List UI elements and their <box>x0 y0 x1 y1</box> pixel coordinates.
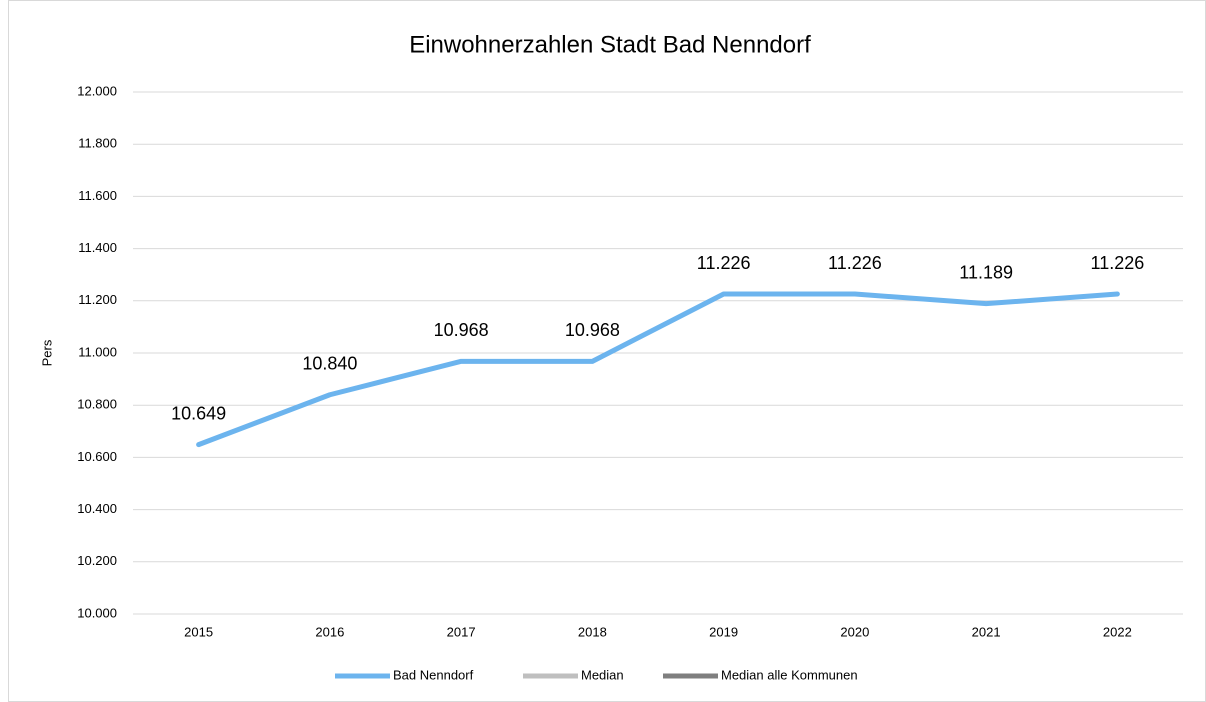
x-tick-label: 2021 <box>972 624 1001 639</box>
x-tick-label: 2015 <box>184 624 213 639</box>
x-tick-label: 2019 <box>709 624 738 639</box>
legend-label: Median alle Kommunen <box>721 667 858 682</box>
data-label: 11.226 <box>697 253 751 273</box>
chart-title: Einwohnerzahlen Stadt Bad Nenndorf <box>409 31 811 58</box>
data-label: 10.649 <box>171 403 226 423</box>
y-tick-label: 10.200 <box>77 553 117 568</box>
x-tick-label: 2020 <box>840 624 869 639</box>
data-label: 11.226 <box>1091 253 1145 273</box>
x-tick-label: 2022 <box>1103 624 1132 639</box>
y-axis-label: Pers <box>39 339 54 366</box>
legend-label: Bad Nenndorf <box>393 667 474 682</box>
y-tick-label: 10.600 <box>77 449 117 464</box>
y-tick-label: 11.000 <box>78 344 117 359</box>
y-tick-label: 10.400 <box>77 501 117 516</box>
x-tick-label: 2017 <box>447 624 476 639</box>
legend-label: Median <box>581 667 624 682</box>
y-tick-label: 10.000 <box>77 605 117 620</box>
y-tick-label: 11.600 <box>78 188 117 203</box>
data-label: 10.968 <box>434 320 489 340</box>
y-tick-label: 12.000 <box>77 83 117 98</box>
chart-frame <box>8 0 1206 702</box>
x-tick-label: 2016 <box>315 624 344 639</box>
y-tick-label: 11.400 <box>78 240 117 255</box>
y-tick-label: 11.800 <box>78 136 117 151</box>
y-tick-label: 10.800 <box>77 397 117 412</box>
data-label: 11.189 <box>959 262 1013 282</box>
x-tick-label: 2018 <box>578 624 607 639</box>
data-label: 10.840 <box>302 354 357 374</box>
data-label: 11.226 <box>828 253 882 273</box>
y-tick-label: 11.200 <box>78 292 117 307</box>
data-label: 10.968 <box>565 320 620 340</box>
series-line <box>196 291 1120 448</box>
